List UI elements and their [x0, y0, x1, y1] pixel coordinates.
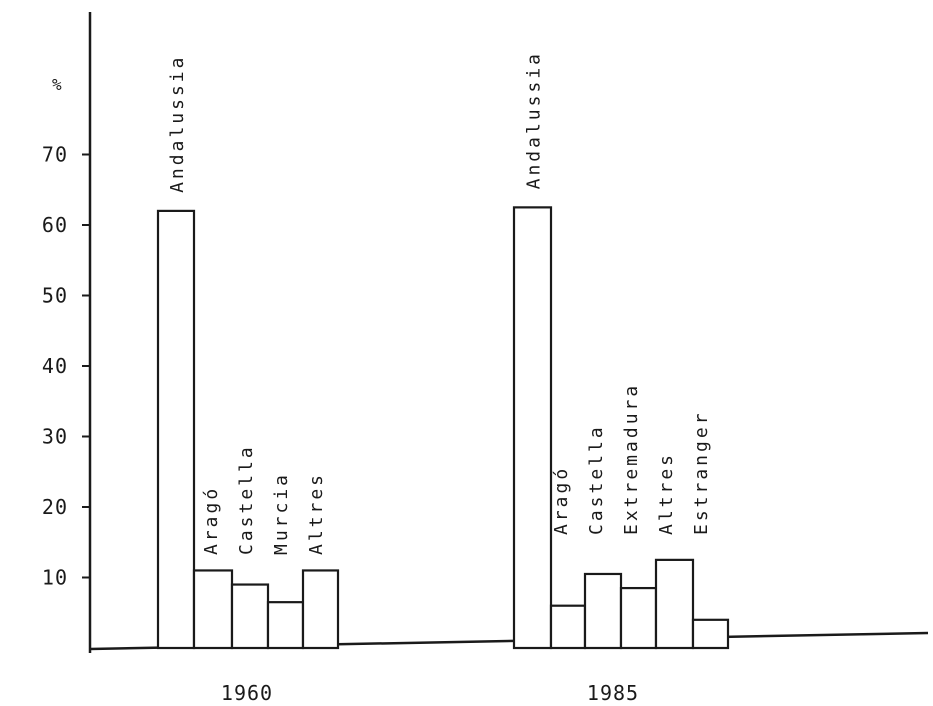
bar-1960-3: [266, 601, 305, 650]
bar-1985-5: [691, 618, 730, 650]
bar-1960-2: [230, 583, 270, 650]
bar-label: Murcia: [271, 472, 292, 555]
y-tick-label: 60: [42, 213, 68, 237]
bar-1985-1: [549, 604, 587, 650]
bar-label: Andalussia: [167, 55, 188, 193]
bar-label: Altres: [656, 452, 677, 535]
y-tick-label: 20: [42, 495, 68, 519]
y-axis-ticks: 10 20 30 40 50 60 70: [42, 143, 90, 590]
y-tick-label: 10: [42, 566, 68, 590]
bar-1985-2: [583, 572, 623, 650]
bar-1960-1: [192, 569, 234, 650]
bar-label: Extremadura: [621, 383, 642, 535]
y-tick-label: 70: [42, 143, 68, 167]
bars-layer: [156, 206, 730, 650]
y-axis-unit-label: %: [52, 75, 62, 94]
group-label-1985: 1985: [587, 681, 639, 705]
y-tick-label: 30: [42, 425, 68, 449]
bar-1985-4: [654, 558, 695, 650]
y-tick-label: 50: [42, 284, 68, 308]
bar-label: Altres: [306, 472, 327, 555]
bar-1960-0: [156, 209, 196, 650]
group-labels-layer: 1960 1985: [221, 681, 639, 705]
bar-label: Estranger: [691, 410, 712, 535]
bar-label: Andalussia: [524, 51, 545, 189]
bar-label: Castella: [236, 444, 257, 555]
y-tick-label: 40: [42, 354, 68, 378]
bar-label: Aragó: [201, 486, 222, 555]
bar-label: Aragó: [551, 466, 572, 535]
bar-1985-3: [619, 586, 658, 650]
group-label-1960: 1960: [221, 681, 273, 705]
bar-1960-4: [301, 569, 340, 650]
bar-1985-0: [512, 206, 553, 650]
bar-label: Castella: [586, 424, 607, 535]
bar-labels-layer: Andalussia Aragó Castella Murcia Altres Andal…: [167, 51, 712, 555]
